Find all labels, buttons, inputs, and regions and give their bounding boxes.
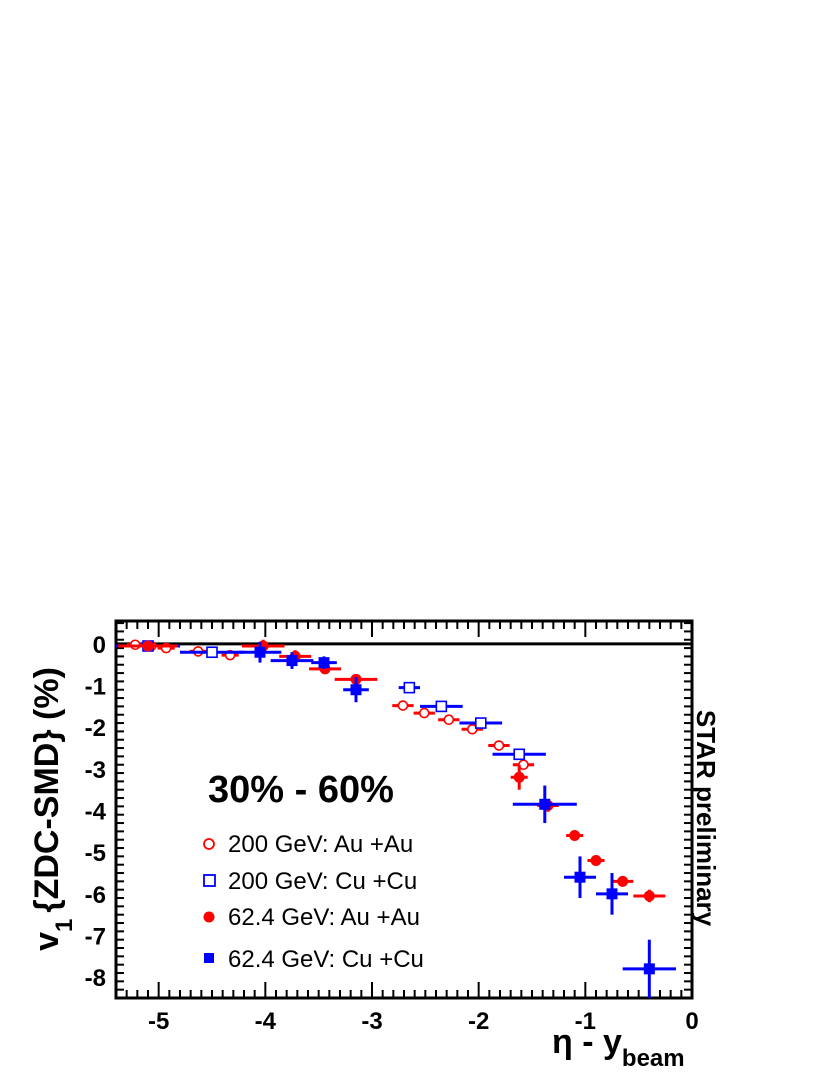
- marker: [403, 681, 416, 694]
- marker: [539, 798, 551, 810]
- marker: [142, 640, 154, 652]
- y-axis-title: v1 {ZDC-SMD} (%): [28, 667, 78, 951]
- data-point: [238, 641, 282, 663]
- data-point: [492, 748, 546, 761]
- data-point: [438, 714, 460, 726]
- data-point: [180, 646, 244, 659]
- data-point: [488, 740, 510, 751]
- marker: [466, 724, 478, 735]
- legend-marker-filled-square: [204, 953, 214, 963]
- marker: [513, 748, 526, 761]
- data-point: [587, 855, 605, 867]
- data-point: [512, 759, 535, 771]
- x-tick-label: -5: [148, 1008, 169, 1035]
- data-point: [461, 724, 483, 735]
- centrality-annotation: 30% - 60%: [208, 769, 394, 811]
- marker: [418, 707, 430, 719]
- star-preliminary-label: STAR preliminary: [691, 710, 721, 927]
- marker: [397, 700, 409, 711]
- legend-marker-filled-circle: [203, 911, 215, 923]
- data-point: [510, 764, 528, 790]
- axis-ticks: [115, 621, 693, 999]
- marker: [643, 963, 655, 975]
- marker: [606, 888, 618, 900]
- x-tick-labels: -5 -4 -3 -2 -1 0: [148, 1008, 699, 1035]
- x-tick-label: 0: [685, 1008, 698, 1035]
- x-axis-title-sub: beam: [622, 1045, 685, 1072]
- data-points: [116, 639, 676, 998]
- data-point: [343, 677, 369, 703]
- y-axis-title-sub: 1: [51, 919, 78, 932]
- data-point: [596, 873, 628, 915]
- x-tick-label: -1: [575, 1008, 596, 1035]
- marker: [318, 657, 330, 669]
- marker: [435, 700, 448, 713]
- data-point: [459, 717, 503, 729]
- data-point: [564, 856, 596, 899]
- data-point: [622, 939, 676, 998]
- marker: [493, 740, 505, 751]
- legend-label-62-auau: 62.4 GeV: Au +Au: [228, 904, 420, 931]
- marker: [286, 655, 298, 667]
- marker: [617, 875, 629, 887]
- data-point: [311, 656, 337, 669]
- marker: [206, 646, 218, 659]
- marker: [350, 684, 362, 696]
- data-point: [512, 785, 577, 824]
- y-tick-label: -7: [85, 924, 106, 951]
- data-point: [420, 700, 463, 713]
- legend-marker-open-square: [203, 874, 216, 887]
- data-point: [413, 707, 435, 719]
- x-tick-label: -3: [361, 1008, 382, 1035]
- marker: [474, 717, 487, 729]
- x-axis-title: η - ybeam: [552, 1023, 685, 1072]
- legend-marker-open-circle: [203, 838, 215, 850]
- data-point: [392, 700, 414, 711]
- y-tick-label: -2: [85, 715, 106, 742]
- legend-label-200-auau: 200 GeV: Au +Au: [228, 831, 413, 858]
- y-tick-labels: 0 -1 -2 -3 -4 -5 -6 -7 -8: [85, 632, 107, 992]
- y-tick-label: -3: [85, 757, 106, 784]
- legend-label-200-cucu: 200 GeV: Cu +Cu: [228, 868, 417, 895]
- y-tick-label: -4: [85, 799, 107, 826]
- legend: 200 GeV: Au +Au 200 GeV: Cu +Cu 62.4 GeV…: [203, 831, 424, 973]
- data-point: [270, 652, 314, 669]
- marker: [643, 890, 655, 902]
- data-point: [612, 875, 634, 887]
- marker: [569, 830, 581, 842]
- y-axis-title-v: v: [28, 932, 66, 951]
- legend-label-62-cucu: 62.4 GeV: Cu +Cu: [228, 946, 424, 973]
- data-point: [633, 889, 666, 903]
- x-tick-label: -2: [468, 1008, 489, 1035]
- y-tick-label: -8: [85, 965, 106, 992]
- y-tick-label: -5: [85, 840, 106, 867]
- y-tick-label: -6: [85, 882, 106, 909]
- marker: [254, 646, 266, 658]
- y-tick-label: -1: [85, 674, 106, 701]
- marker: [574, 871, 586, 883]
- marker: [590, 855, 602, 867]
- marker: [443, 714, 455, 726]
- y-tick-label: 0: [93, 632, 106, 659]
- data-point: [118, 640, 178, 652]
- x-tick-label: -4: [255, 1008, 277, 1035]
- series-3: [238, 641, 676, 998]
- marker: [513, 771, 525, 783]
- x-axis-title-eta: η - y: [552, 1023, 622, 1061]
- y-axis-title-rest: {ZDC-SMD} (%): [28, 667, 66, 913]
- data-point: [398, 681, 420, 694]
- data-point: [566, 830, 584, 842]
